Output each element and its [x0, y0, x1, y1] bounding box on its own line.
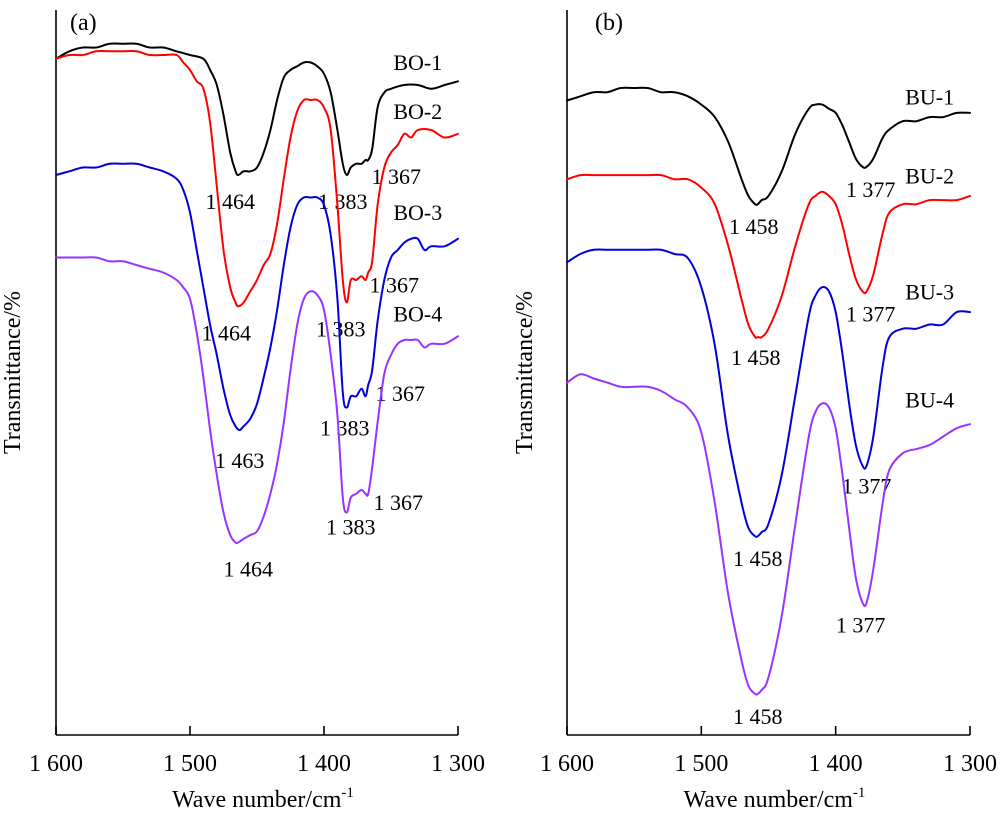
peak-label: 1 367 — [371, 164, 421, 189]
peak-label: 1 377 — [836, 613, 886, 638]
series-line-bu-1 — [566, 86, 971, 206]
series-line-bu-3 — [566, 248, 971, 538]
panel-b: 1 600 1 500 1 400 1 300 Wave number/cm-1 Tran… — [512, 10, 997, 813]
series-label-bo-2: BO-2 — [393, 99, 442, 124]
peak-label: 1 367 — [375, 381, 425, 406]
x-axis-label-text: Wave number/cm — [684, 787, 854, 813]
x-tick-label: 1 300 — [431, 751, 485, 777]
y-axis-label: Transmittance/% — [0, 291, 26, 454]
panel-a: 1 600 1 500 1 400 1 300 Wave number/cm-1 Tran… — [0, 10, 485, 813]
x-tick-label: 1 600 — [29, 751, 83, 777]
series-line-bu-4 — [566, 373, 971, 696]
peak-label: 1 377 — [846, 177, 896, 202]
panel-label: (b) — [595, 10, 623, 36]
x-tick-label: 1 300 — [943, 751, 997, 777]
x-tick-label: 1 500 — [163, 751, 217, 777]
x-axis-label-superscript: -1 — [341, 785, 354, 801]
peak-label: 1 458 — [731, 345, 781, 370]
x-axis-label: Wave number/cm-1 — [684, 785, 866, 813]
x-tick-label: 1 500 — [674, 751, 728, 777]
peak-label: 1 383 — [316, 317, 366, 342]
series-label-bu-3: BU-3 — [905, 280, 954, 305]
y-axis-label: Transmittance/% — [512, 291, 538, 454]
series-line-bo-2 — [55, 49, 459, 308]
peak-label: 1 367 — [369, 273, 419, 298]
series-line-bo-3 — [55, 162, 459, 431]
peak-label: 1 383 — [320, 416, 370, 441]
x-tick-label: 1 600 — [540, 751, 594, 777]
peak-label: 1 383 — [326, 515, 376, 540]
series-label-bo-1: BO-1 — [393, 50, 442, 75]
x-axis-label-text: Wave number/cm — [172, 787, 342, 813]
series-label-bu-4: BU-4 — [905, 388, 954, 413]
peak-label: 1 367 — [373, 490, 423, 515]
series-line-bo-1 — [55, 42, 459, 176]
series-line-bo-4 — [55, 256, 459, 545]
series-label-bu-1: BU-1 — [905, 85, 954, 110]
x-axis-label: Wave number/cm-1 — [172, 785, 354, 813]
peak-label: 1 458 — [729, 214, 779, 239]
x-axis-label-superscript: -1 — [853, 785, 866, 801]
series-label-bo-3: BO-3 — [393, 200, 442, 225]
peak-label: 1 464 — [223, 557, 273, 582]
panel-label: (a) — [70, 10, 97, 36]
series-label-bo-4: BO-4 — [393, 301, 442, 326]
peak-label: 1 463 — [215, 448, 265, 473]
x-tick-label: 1 400 — [297, 751, 351, 777]
peak-label: 1 377 — [846, 301, 896, 326]
series-label-bu-2: BU-2 — [905, 163, 954, 188]
peak-label: 1 458 — [733, 704, 783, 729]
peak-label: 1 458 — [733, 546, 783, 571]
series-line-bu-2 — [566, 173, 971, 339]
peak-label: 1 464 — [205, 189, 255, 214]
x-tick-label: 1 400 — [809, 751, 863, 777]
